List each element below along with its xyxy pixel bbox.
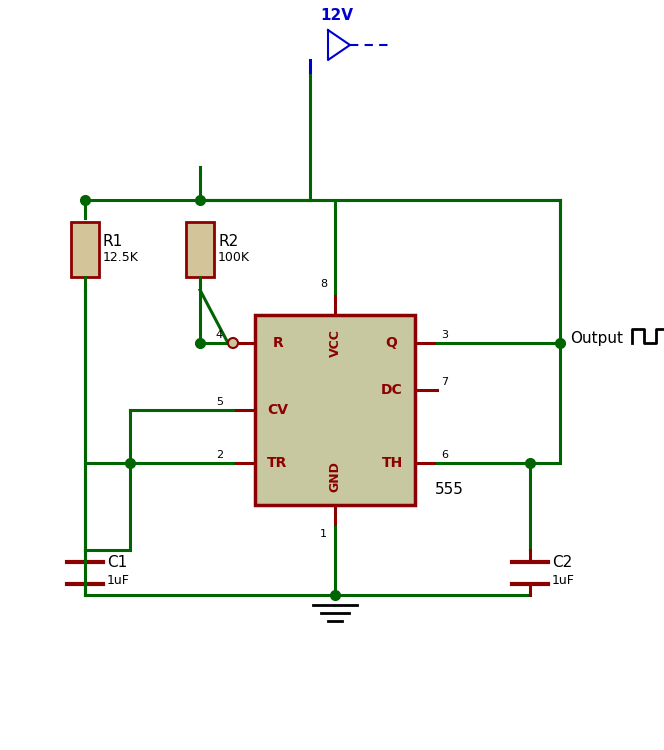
Text: R: R — [273, 336, 284, 350]
Text: 1: 1 — [320, 529, 327, 539]
Text: Q: Q — [385, 336, 397, 350]
Bar — [186, 222, 214, 277]
Text: 12.5K: 12.5K — [103, 251, 139, 264]
Text: DC: DC — [381, 383, 403, 397]
Text: TR: TR — [267, 456, 288, 470]
Text: C1: C1 — [107, 555, 127, 570]
Text: 555: 555 — [435, 482, 464, 497]
Text: 8: 8 — [320, 279, 327, 289]
Text: 100K: 100K — [218, 251, 250, 264]
Circle shape — [228, 338, 238, 348]
Text: 5: 5 — [216, 397, 223, 407]
Text: R1: R1 — [103, 234, 124, 249]
Text: 2: 2 — [216, 450, 223, 460]
Text: 4: 4 — [216, 330, 223, 340]
Text: TH: TH — [382, 456, 403, 470]
FancyBboxPatch shape — [255, 315, 415, 505]
Text: C2: C2 — [552, 555, 572, 570]
Text: 1uF: 1uF — [552, 574, 575, 587]
Text: GND: GND — [329, 461, 341, 493]
Text: Output: Output — [570, 331, 623, 346]
Text: 3: 3 — [441, 330, 448, 340]
Text: 6: 6 — [441, 450, 448, 460]
Bar — [71, 222, 99, 277]
Text: VCC: VCC — [329, 329, 341, 357]
Text: 12V: 12V — [320, 8, 353, 23]
Text: CV: CV — [267, 403, 288, 417]
Text: 7: 7 — [441, 377, 448, 387]
Text: 1uF: 1uF — [107, 574, 130, 587]
Text: R2: R2 — [218, 234, 238, 249]
